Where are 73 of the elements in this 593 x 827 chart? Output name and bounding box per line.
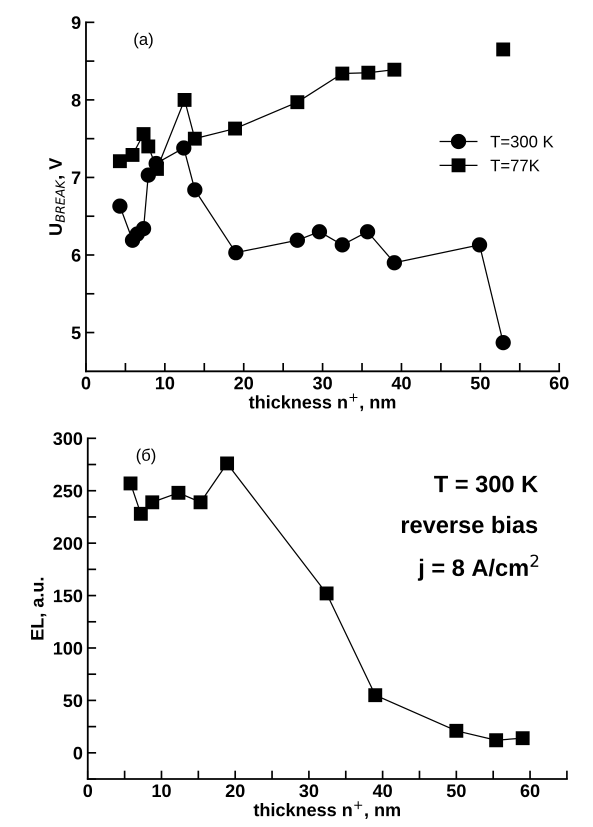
point (141, 139, 156, 154)
annotation: j = 8 A/cm$^{2}$ (418, 554, 538, 581)
legend-label: T=300 K (490, 136, 554, 148)
point (126, 148, 140, 162)
y-axis-title: U$_{BREAK}$, V (49, 158, 65, 235)
point (472, 237, 488, 253)
point (489, 733, 504, 748)
y-tick-label: 100 (54, 642, 82, 655)
point (140, 167, 156, 183)
x-tick-label: 50 (470, 376, 490, 390)
x-tick-label: 50 (446, 784, 466, 798)
point (171, 486, 186, 500)
y-axis-title: EL, a.u. (31, 578, 46, 640)
point (112, 198, 128, 214)
x-tick-label: 30 (299, 784, 318, 798)
point (320, 586, 334, 600)
x-tick-label: 30 (312, 376, 332, 390)
point (112, 154, 127, 168)
point (312, 224, 328, 240)
y-tick-label: 150 (54, 590, 82, 602)
point (290, 232, 305, 248)
annotation: reverse bias (402, 516, 538, 534)
y-tick-label: 5 (72, 326, 81, 340)
annotation: T = 300 K (434, 476, 538, 492)
point (134, 506, 148, 521)
y-tick-label: 300 (53, 432, 82, 446)
point (368, 688, 382, 702)
x-tick-label: 10 (156, 376, 174, 390)
y-tick-label: 8 (72, 94, 81, 107)
y-tick-label: 6 (72, 248, 80, 262)
point (124, 476, 138, 490)
y-tick-label: 0 (74, 746, 82, 760)
point (178, 92, 192, 107)
point (136, 127, 151, 141)
x-tick-label: 60 (520, 784, 540, 798)
point (136, 220, 152, 236)
x-axis-title: thickness n$^{+}$, nm (248, 394, 396, 412)
point (387, 62, 402, 77)
x-tick-label: 0 (83, 784, 92, 798)
point (360, 224, 376, 240)
y-tick-label: 7 (72, 172, 80, 184)
x-tick-label: 20 (234, 376, 254, 390)
x-tick-label: 60 (550, 376, 568, 390)
legend-label: T=77K (490, 160, 540, 172)
annotation: (б) (136, 448, 156, 464)
x-tick-label: 40 (372, 784, 392, 798)
point (386, 255, 402, 270)
point (194, 495, 208, 510)
point (145, 495, 160, 510)
point (188, 132, 202, 146)
x-tick-label: 40 (392, 376, 411, 390)
x-tick-label: 20 (226, 784, 244, 798)
y-tick-label: 200 (53, 537, 82, 550)
y-tick-label: 250 (53, 484, 82, 498)
x-tick-label: 10 (152, 784, 171, 798)
point (449, 724, 464, 738)
point (228, 245, 244, 260)
point (496, 42, 510, 56)
x-tick-label: 0 (82, 376, 90, 390)
point (516, 731, 530, 746)
point (290, 95, 304, 110)
point (176, 140, 192, 156)
point (335, 66, 350, 80)
point (361, 66, 376, 80)
point (334, 237, 350, 253)
y-tick-label: 50 (63, 694, 82, 708)
point (220, 456, 234, 470)
point (496, 334, 511, 350)
point (187, 182, 202, 198)
point (228, 122, 242, 136)
x-axis-title: thickness n$^{+}$, nm (254, 801, 400, 819)
y-tick-label: 9 (72, 16, 80, 30)
annotation: (a) (134, 32, 153, 48)
